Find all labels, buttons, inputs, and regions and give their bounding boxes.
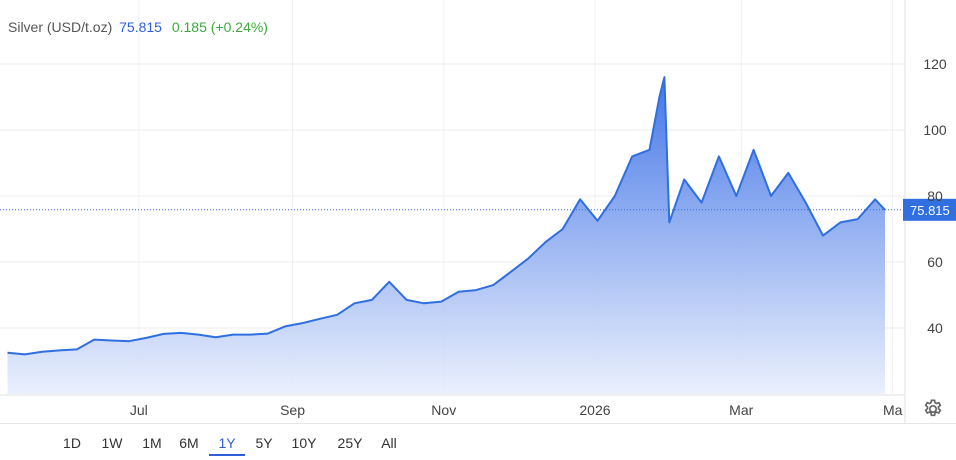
range-1w-button[interactable]: 1W [101, 435, 123, 451]
y-axis: 40 60 80 100 120 [923, 56, 947, 336]
last-price-tag-label: 75.815 [910, 203, 950, 218]
y-tick-label: 120 [923, 56, 947, 72]
area-fill-path [7, 77, 885, 394]
x-tick-label: Jul [130, 402, 148, 418]
price-change: 0.185 (+0.24%) [171, 19, 268, 35]
range-10y-button[interactable]: 10Y [291, 435, 317, 451]
symbol-label: Silver (USD/t.oz) [8, 19, 113, 35]
x-tick-label: 2026 [579, 402, 610, 418]
range-1y-button[interactable]: 1Y [209, 432, 245, 456]
price-line-layer [7, 76, 886, 356]
y-tick-label: 100 [923, 122, 947, 138]
area-fill [7, 77, 885, 394]
range-1d-button[interactable]: 1D [63, 435, 81, 451]
range-25y-button[interactable]: 25Y [337, 435, 363, 451]
price-line [7, 76, 886, 356]
y-tick-label: 40 [927, 320, 943, 336]
last-price-reference: 75.815 [0, 198, 956, 221]
y-tick-label: 60 [927, 254, 943, 270]
last-price-tag [903, 198, 956, 221]
gear-icon[interactable] [922, 398, 944, 420]
x-axis: Jul Sep Nov 2026 Mar Ma [130, 402, 903, 418]
range-1m-button[interactable]: 1M [142, 435, 162, 451]
quote-header: Silver (USD/t.oz) 75.815 0.185 (+0.24%) [8, 19, 268, 35]
range-5y-button[interactable]: 5Y [255, 435, 273, 451]
range-all-button[interactable]: All [381, 435, 397, 451]
y-tick-label: 80 [927, 188, 943, 204]
grid [0, 0, 906, 423]
last-price: 75.815 [119, 19, 162, 35]
x-tick-label: Sep [280, 402, 305, 418]
x-tick-label: Mar [729, 402, 753, 418]
x-tick-label: Ma [883, 402, 903, 418]
x-tick-label: Nov [431, 402, 456, 418]
price-chart[interactable]: 75.815 40 60 80 100 120 Jul Sep Nov 2026 Mar Ma [0, 0, 956, 423]
range-6m-button[interactable]: 6M [179, 435, 199, 451]
range-selector: 1D 1W 1M 6M 1Y 5Y 10Y 25Y All [0, 423, 956, 460]
